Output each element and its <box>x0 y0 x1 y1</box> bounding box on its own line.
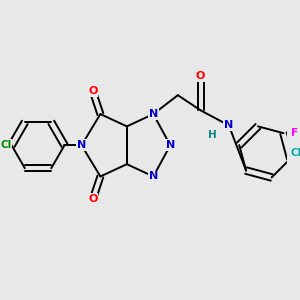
Text: O: O <box>196 71 205 81</box>
Text: N: N <box>166 140 175 150</box>
Text: H: H <box>208 130 216 140</box>
Text: N: N <box>224 120 233 130</box>
Text: Cl: Cl <box>290 148 300 158</box>
Text: N: N <box>77 140 86 150</box>
Text: N: N <box>149 172 158 182</box>
Text: O: O <box>88 86 98 96</box>
Text: Cl: Cl <box>0 140 11 150</box>
Text: F: F <box>291 128 298 138</box>
Text: N: N <box>149 109 158 119</box>
Text: O: O <box>88 194 98 204</box>
